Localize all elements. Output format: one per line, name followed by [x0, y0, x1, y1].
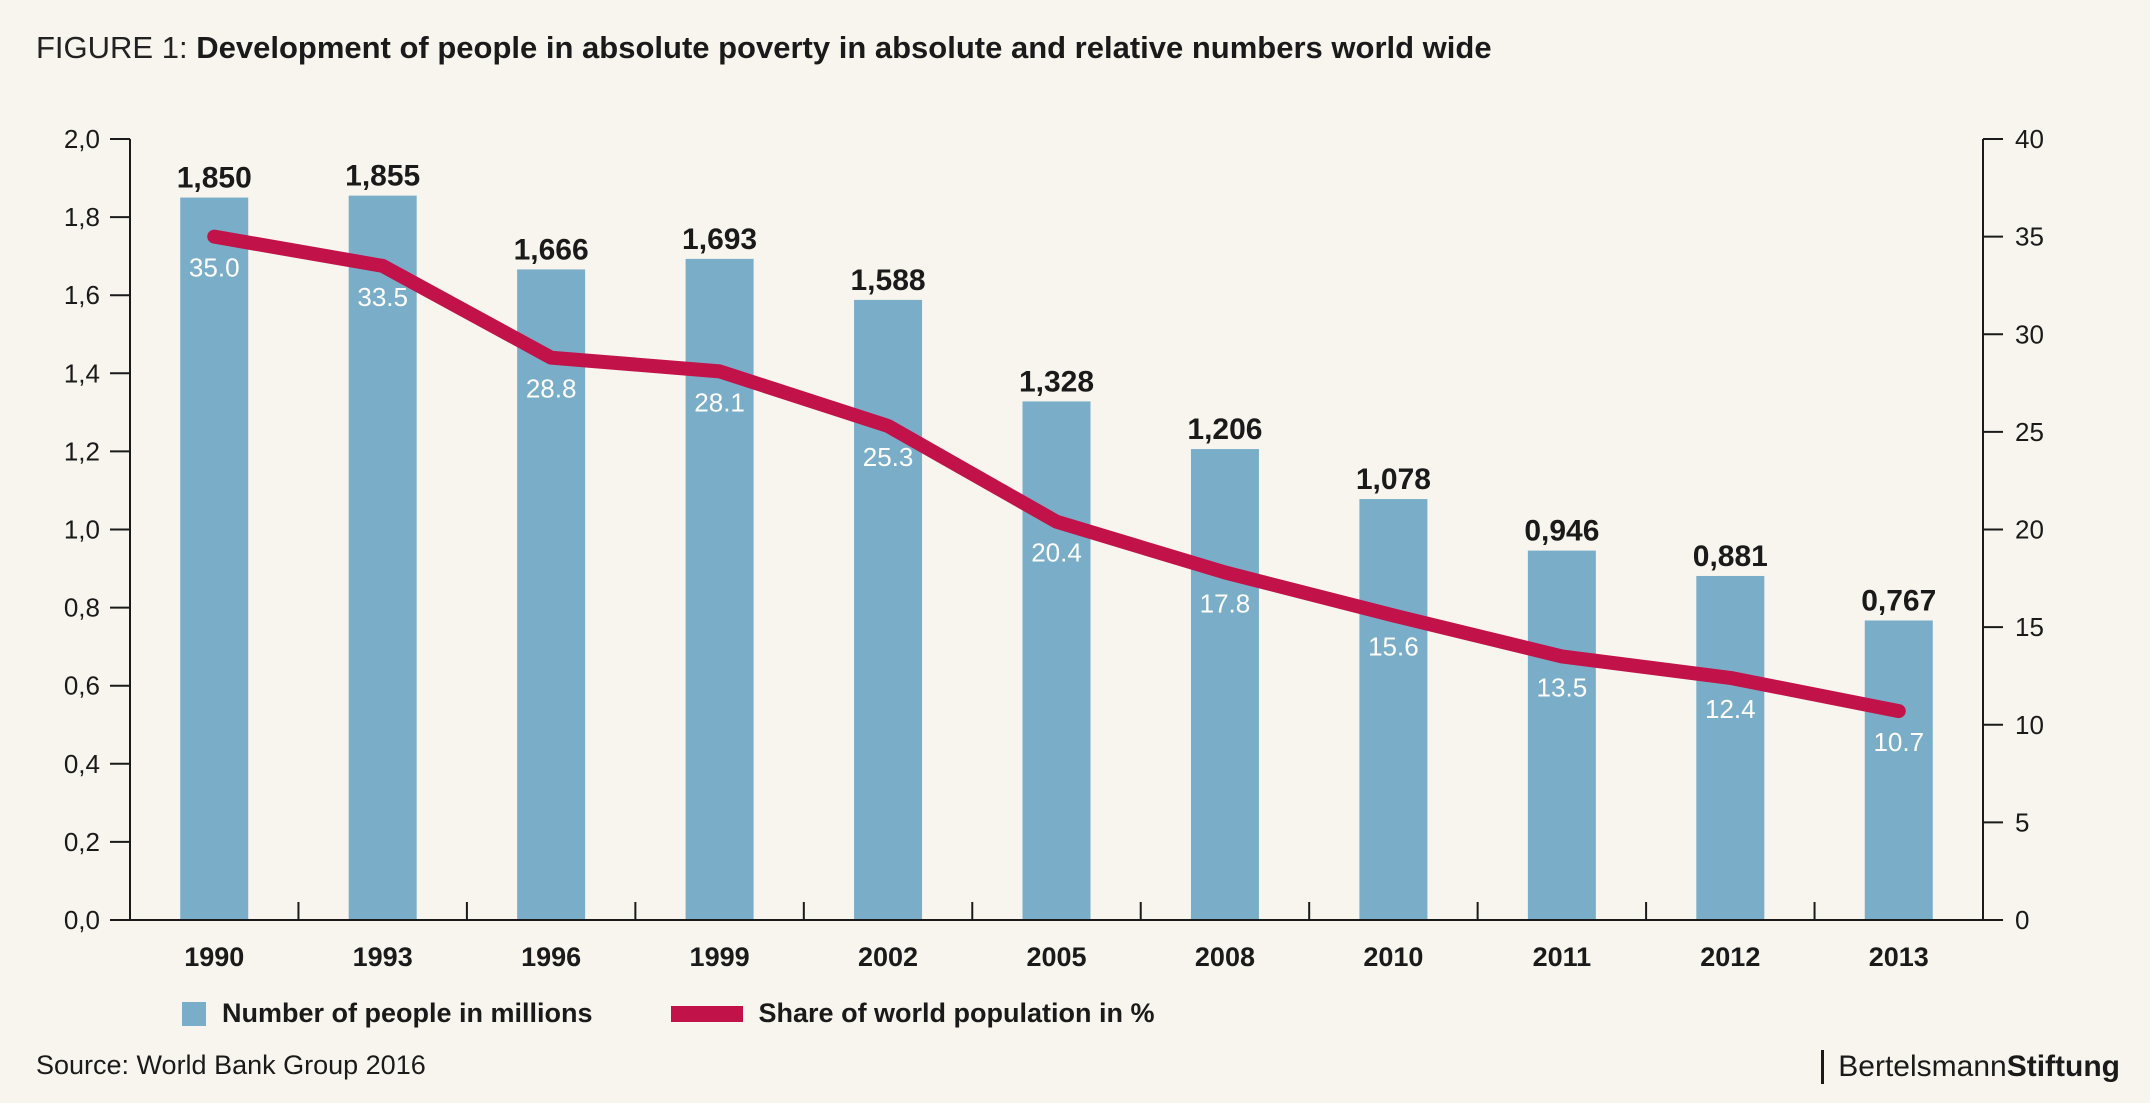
y-left-tick-label: 0,0	[64, 905, 100, 935]
line-point-1990	[213, 235, 216, 238]
legend-swatch-line	[670, 1005, 743, 1022]
line-point-2005	[1055, 520, 1058, 523]
labels-layer: 1,850 1,855 1,666 1,693 1,588 1,328 1,206 1,078…	[177, 160, 1937, 757]
x-tick-label-1999: 1999	[690, 942, 750, 972]
line-value-label-2005: 20.4	[1031, 538, 1082, 568]
line-value-label-1996: 28.8	[526, 374, 577, 404]
line-point-1996	[550, 356, 553, 359]
y-right-tick-label: 20	[2015, 515, 2044, 545]
figure-title-prefix: FIGURE 1:	[36, 30, 188, 65]
brand-part1: Bertelsmann	[1838, 1050, 2007, 1083]
line-point-1999	[718, 370, 721, 373]
y-right-tick-label: 40	[2015, 124, 2044, 154]
line-value-label-2002: 25.3	[863, 442, 914, 472]
x-tick-label-2011: 2011	[1533, 942, 1592, 972]
source-note: Source: World Bank Group 2016	[36, 1050, 426, 1080]
x-tick-label-1996: 1996	[521, 942, 581, 972]
bar-value-label-1999: 1,693	[682, 223, 757, 256]
y-right-tick-label: 35	[2015, 222, 2044, 252]
bar-2005	[1022, 401, 1091, 920]
x-tick-label-2012: 2012	[1700, 942, 1760, 972]
line-value-label-2013: 10.7	[1873, 727, 1924, 757]
x-tick-label-2008: 2008	[1195, 942, 1255, 972]
figure-title: FIGURE 1: Development of people in absol…	[36, 30, 1492, 66]
bar-value-label-2010: 1,078	[1356, 463, 1431, 496]
bar-value-label-1993: 1,855	[345, 160, 420, 193]
y-left-tick-label: 1,0	[64, 515, 100, 545]
legend-swatch-bar	[182, 1001, 206, 1026]
line-value-label-1993: 33.5	[357, 282, 408, 312]
bar-2002	[854, 299, 923, 920]
bar-1999	[685, 258, 754, 920]
y-left-tick-label: 2,0	[64, 124, 100, 154]
bar-value-label-1996: 1,666	[514, 233, 589, 266]
legend-label-line: Share of world population in %	[758, 998, 1155, 1028]
y-left-tick-label: 0,4	[64, 749, 100, 779]
y-left-tick-label: 1,6	[64, 280, 100, 310]
line-value-label-1990: 35.0	[189, 253, 240, 283]
bar-2011	[1527, 550, 1596, 920]
brand-part2: Stiftung	[2006, 1050, 2120, 1083]
line-point-2002	[887, 425, 890, 428]
bar-value-label-2011: 0,946	[1524, 515, 1599, 548]
y-left-tick-label: 0,2	[64, 827, 100, 857]
line-point-2012	[1729, 676, 1732, 679]
y-left-tick-label: 1,4	[64, 358, 100, 388]
line-value-label-2008: 17.8	[1200, 588, 1251, 618]
line-point-2013	[1897, 710, 1900, 713]
legend-item-line: Share of world population in %	[670, 998, 1155, 1029]
y-right-tick-label: 15	[2015, 612, 2044, 642]
x-tick-label-2005: 2005	[1026, 942, 1086, 972]
x-tick-label-2010: 2010	[1363, 942, 1423, 972]
y-right-tick-label: 25	[2015, 417, 2044, 447]
line-point-2008	[1223, 571, 1226, 574]
legend: Number of people in millions Share of wo…	[182, 998, 1233, 1029]
bar-value-label-1990: 1,850	[177, 162, 252, 195]
bars-layer	[180, 195, 1933, 920]
bar-1993	[348, 195, 417, 920]
x-tick-label-1993: 1993	[353, 942, 413, 972]
line-value-label-2010: 15.6	[1368, 631, 1419, 661]
bar-2012	[1696, 575, 1765, 920]
bar-1996	[517, 269, 586, 920]
y-left-tick-label: 0,8	[64, 593, 100, 623]
legend-label-bars: Number of people in millions	[222, 998, 593, 1028]
bar-value-label-2005: 1,328	[1019, 365, 1094, 398]
bar-2013	[1864, 620, 1933, 920]
bar-2008	[1190, 449, 1259, 920]
line-value-label-1999: 28.1	[694, 387, 745, 417]
line-layer	[207, 229, 1906, 719]
bar-value-label-2012: 0,881	[1693, 540, 1768, 573]
y-left-tick-label: 1,2	[64, 436, 100, 466]
bar-1990	[180, 197, 249, 920]
y-right-tick-label: 30	[2015, 319, 2044, 349]
axes-layer: 0,0 0,2 0,4 0,6 0,8 1,0 1,2 1,4 1,6 1,8 2,0 0 5 10 15 2…	[64, 124, 2044, 972]
legend-item-bars: Number of people in millions	[182, 998, 593, 1029]
y-left-tick-label: 0,6	[64, 671, 100, 701]
bar-value-label-2002: 1,588	[851, 264, 926, 297]
bar-value-label-2008: 1,206	[1187, 413, 1262, 446]
y-right-tick-label: 5	[2015, 807, 2029, 837]
y-left-tick-label: 1,8	[64, 202, 100, 232]
y-right-tick-label: 0	[2015, 905, 2029, 935]
line-point-1993	[381, 264, 384, 267]
figure-title-text: Development of people in absolute povert…	[196, 30, 1492, 65]
bar-value-label-2013: 0,767	[1861, 584, 1936, 617]
x-tick-label-2013: 2013	[1869, 942, 1929, 972]
line-point-2010	[1392, 614, 1395, 617]
x-tick-label-2002: 2002	[858, 942, 918, 972]
brand-logo: BertelsmannStiftung	[1821, 1050, 2120, 1084]
y-right-tick-label: 10	[2015, 710, 2044, 740]
bar-2010	[1359, 499, 1428, 920]
x-tick-label-1990: 1990	[184, 942, 244, 972]
line-value-label-2011: 13.5	[1537, 672, 1588, 702]
line-value-label-2012: 12.4	[1705, 694, 1756, 724]
line-point-2011	[1560, 655, 1563, 658]
